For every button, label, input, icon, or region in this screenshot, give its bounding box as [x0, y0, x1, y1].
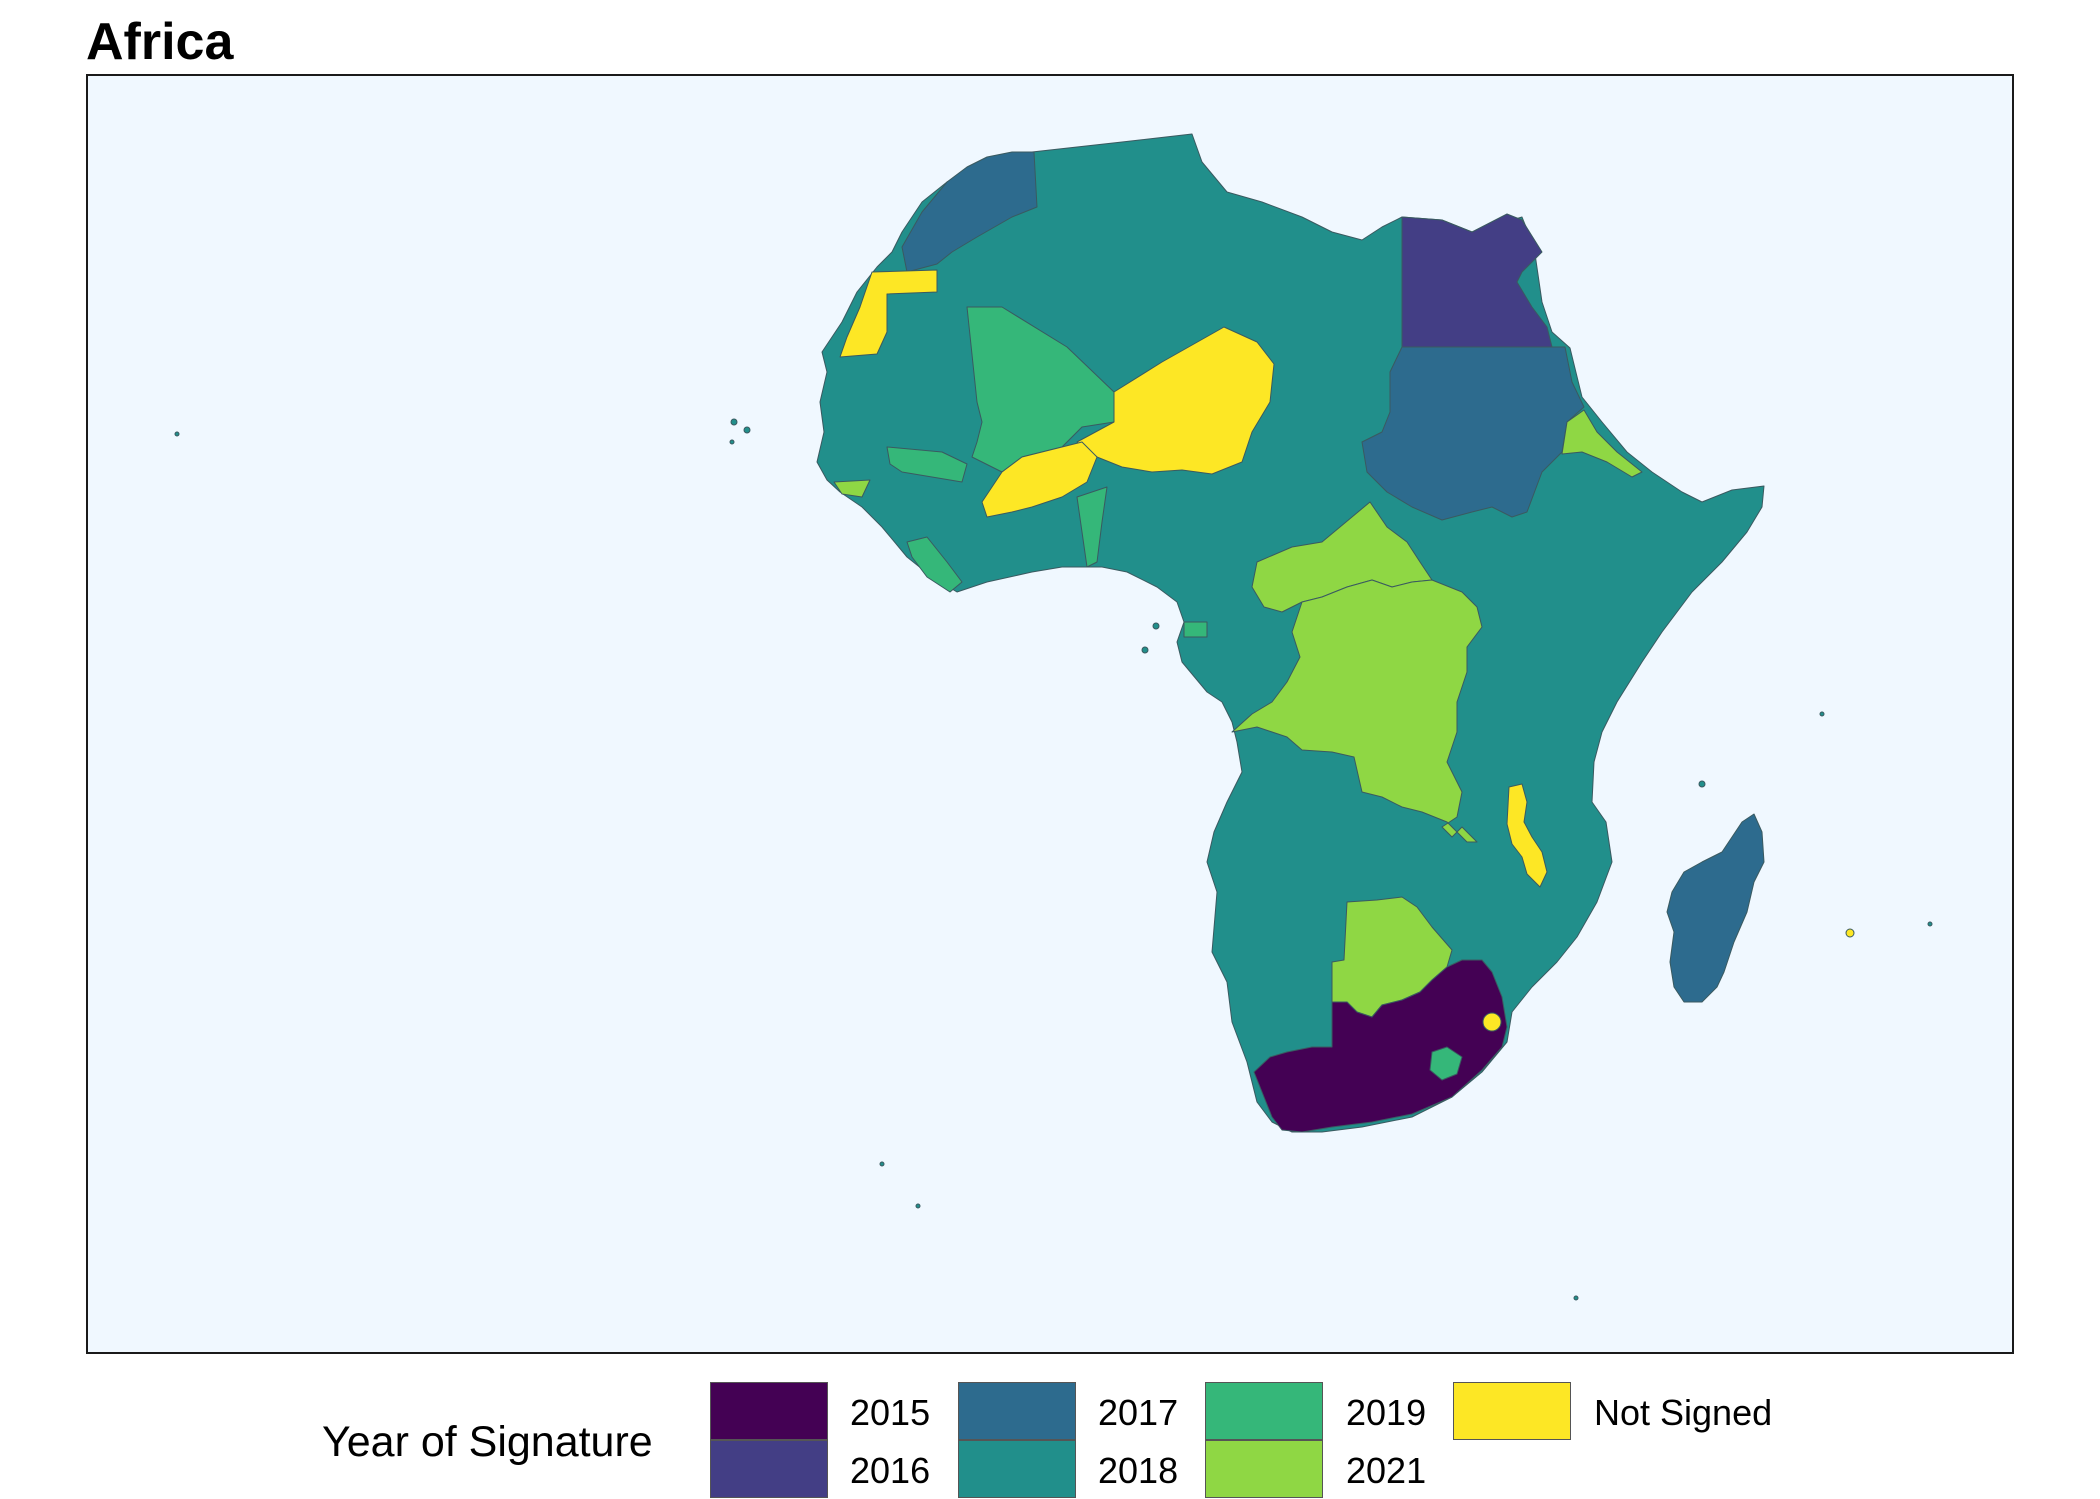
- island-canaries-3: [729, 439, 735, 445]
- legend-label-2015: 2015: [850, 1392, 931, 1433]
- country-benin: [1076, 486, 1108, 568]
- island-seychelles: [1819, 711, 1825, 717]
- legend-key-2021: [1205, 1440, 1323, 1498]
- island-st-helena: [879, 1161, 885, 1167]
- island-canaries-1: [730, 418, 738, 426]
- legend-key-2019: [1205, 1382, 1323, 1440]
- legend-label-2019: 2019: [1346, 1392, 1427, 1433]
- island-cape-verde: [174, 431, 180, 437]
- country-madagascar: [1666, 813, 1765, 1003]
- island-reunion: [1927, 921, 1933, 927]
- continent-base: [816, 133, 1765, 1133]
- country-lesotho: [1429, 1046, 1463, 1081]
- legend-title: Year of Signature: [322, 1418, 653, 1466]
- island-sao-tome: [1141, 646, 1149, 654]
- country-guinea: [886, 446, 968, 483]
- page-title: Africa: [86, 13, 234, 71]
- country-sudan: [1361, 346, 1585, 521]
- island-comoros: [1698, 780, 1706, 788]
- legend-label-2017: 2017: [1098, 1392, 1179, 1433]
- country-guinea-bissau: [833, 479, 871, 498]
- country-south-africa: [1253, 959, 1508, 1133]
- legend-label-2018: 2018: [1098, 1450, 1179, 1491]
- map-panel: [86, 74, 2014, 1354]
- country-morocco: [901, 151, 1038, 273]
- country-malawi: [1506, 783, 1548, 888]
- island-bioko: [1152, 622, 1160, 630]
- legend-key-2016: [710, 1440, 828, 1498]
- island-mauritius: [1845, 928, 1855, 938]
- legend-key-2017: [958, 1382, 1076, 1440]
- legend-key-2018: [958, 1440, 1076, 1498]
- legend-label-not-signed: Not Signed: [1594, 1392, 1773, 1433]
- legend-label-2016: 2016: [850, 1450, 931, 1491]
- island-ascension: [915, 1203, 921, 1209]
- country-eswatini: [1482, 1012, 1502, 1032]
- country-burkina-faso: [981, 441, 1098, 518]
- country-dr-congo: [1231, 579, 1483, 843]
- legend-key-not-signed: [1453, 1382, 1571, 1440]
- island-canaries-2: [743, 426, 751, 434]
- island-tristan: [1573, 1295, 1579, 1301]
- country-eritrea: [1561, 409, 1643, 478]
- legend-key-2015: [710, 1382, 828, 1440]
- country-western-sahara: [839, 269, 938, 358]
- country-liberia: [906, 536, 963, 593]
- africa-map: [174, 133, 1933, 1301]
- country-equatorial-guinea: [1183, 621, 1208, 638]
- legend-label-2021: 2021: [1346, 1450, 1427, 1491]
